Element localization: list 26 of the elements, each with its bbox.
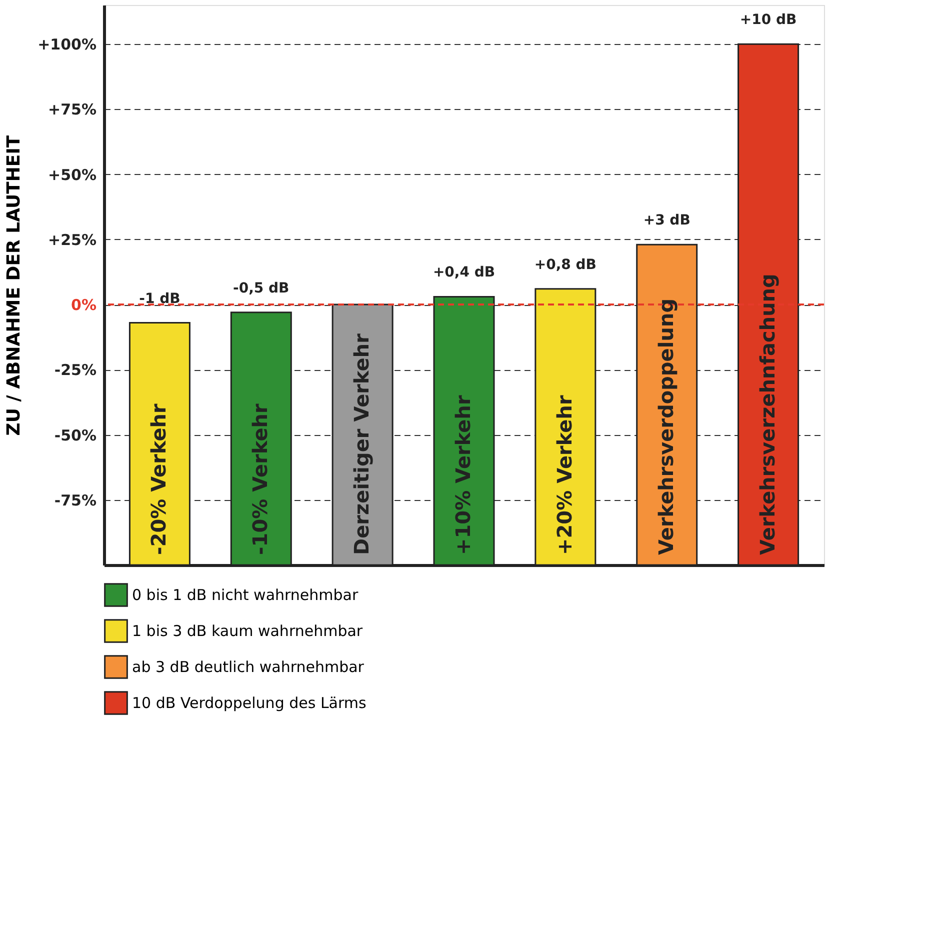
annotation: +10 dB xyxy=(740,12,797,28)
legend-label: 10 dB Verdoppelung des Lärms xyxy=(132,694,366,712)
x-tick-label: Verkehrsverzehnfachung xyxy=(755,274,780,555)
annotation: +0,8 dB xyxy=(534,256,596,273)
y-tick-label: -50% xyxy=(54,426,96,444)
x-tick-label: +10% Verkehr xyxy=(451,395,475,555)
legend-label: ab 3 dB deutlich wahrnehmbar xyxy=(132,658,365,676)
y-tick-label: -75% xyxy=(54,491,96,510)
annotation: +3 dB xyxy=(643,212,690,229)
x-tick-label: +20% Verkehr xyxy=(552,395,576,555)
y-axis-title: ZU / ABNAHME DER LAUTHEIT xyxy=(4,134,25,436)
y-tick-label: -25% xyxy=(54,361,96,380)
x-tick-label: Derzeitiger Verkehr xyxy=(350,333,374,555)
x-tick-label: Verkehrsverdoppelung xyxy=(654,298,678,555)
x-tick-label: -10% Verkehr xyxy=(248,403,272,555)
legend-label: 1 bis 3 dB kaum wahrnehmbar xyxy=(132,622,364,640)
y-tick-label: +75% xyxy=(48,100,96,119)
annotation: -1 dB xyxy=(139,290,180,307)
y-tick-label: +25% xyxy=(48,230,96,249)
x-tick-label: -20% Verkehr xyxy=(146,403,171,555)
y-tick-label: 0% xyxy=(71,296,96,314)
annotation: -0,5 dB xyxy=(233,280,290,296)
y-tick-label: +50% xyxy=(48,166,96,184)
annotation: +0,4 dB xyxy=(432,264,496,281)
y-tick-label: +100% xyxy=(38,36,96,54)
legend-label: 0 bis 1 dB nicht wahrnehmbar xyxy=(132,586,359,604)
